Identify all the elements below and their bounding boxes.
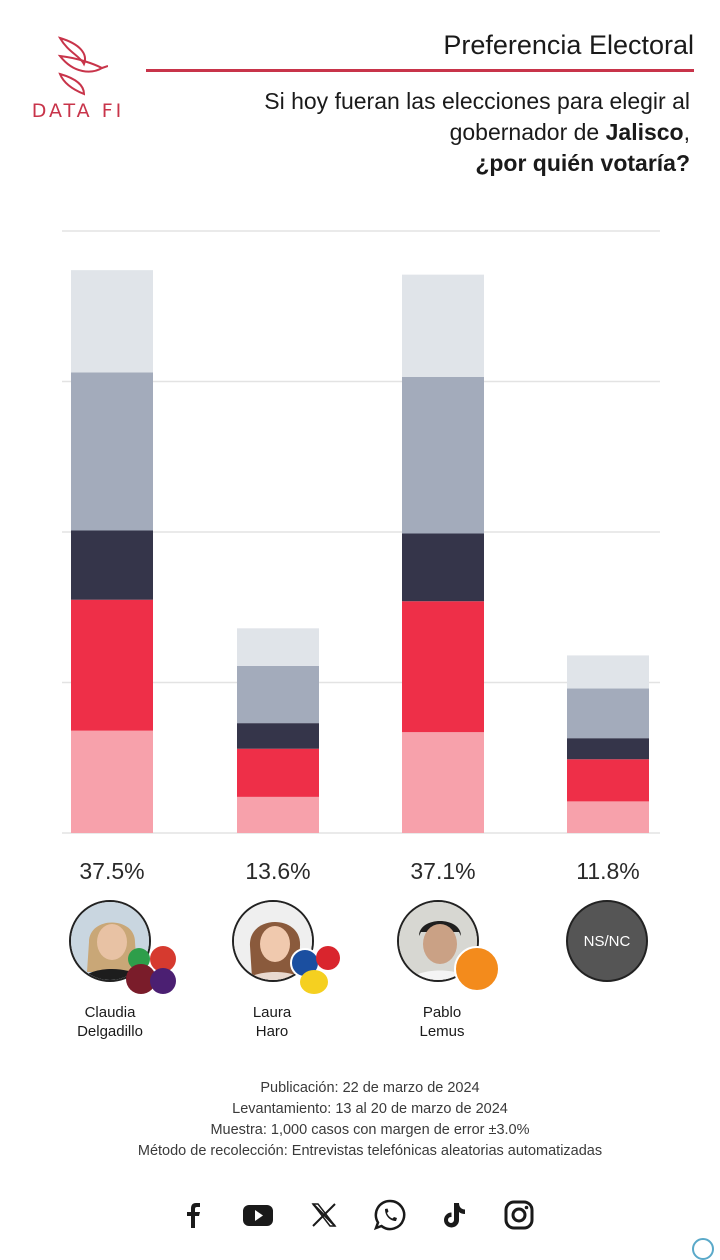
avatar-nsnc: NS/NC <box>566 900 648 982</box>
bar-segment-pablo-3 <box>402 533 484 602</box>
party-badge-mc <box>454 946 500 992</box>
accessibility-icon[interactable] <box>692 1238 714 1260</box>
bar-segment-pablo-5 <box>402 274 484 377</box>
bar-segment-claudia-1 <box>71 730 153 833</box>
question-ask: ¿por quién votaría? <box>475 150 690 176</box>
candidate-first: Claudia <box>84 1004 136 1021</box>
stacked-bar-chart <box>62 230 660 834</box>
candidate-last: Haro <box>255 1023 289 1040</box>
bar-segment-pablo-2 <box>402 601 484 733</box>
bar-segment-laura-5 <box>237 628 319 666</box>
bar-segment-claudia-2 <box>71 599 153 731</box>
brand-logo: DATA FI <box>28 34 128 124</box>
total-label-nsnc: 11.8% <box>576 858 640 884</box>
header-divider <box>146 69 694 72</box>
bar-segment-pablo-1 <box>402 732 484 833</box>
footer-publicacion: Publicación: 22 de marzo de 2024 <box>260 1080 480 1096</box>
candidate-name-claudia: Claudia Delgadillo <box>40 1003 180 1041</box>
footer-muestra: Muestra: 1,000 casos con margen de error… <box>210 1122 530 1138</box>
candidate-name-laura: Laura Haro <box>202 1003 342 1041</box>
bar-segment-laura-3 <box>237 723 319 749</box>
question-state: Jalisco <box>605 119 684 145</box>
bar-segment-nsnc-5 <box>567 655 649 689</box>
bar-segment-claudia-4 <box>71 372 153 531</box>
bar-segment-claudia-3 <box>71 530 153 600</box>
x-icon[interactable] <box>307 1198 341 1232</box>
avatar-laura <box>232 900 314 982</box>
candidate-first: Laura <box>252 1004 292 1021</box>
candidate-last: Delgadillo <box>77 1023 143 1040</box>
question-text: Si hoy fueran las elecciones para elegir… <box>264 88 690 145</box>
party-badge-hxj <box>150 968 176 994</box>
party-badge-pri <box>316 946 340 970</box>
bar-segment-nsnc-2 <box>567 759 649 802</box>
candidate-last: Lemus <box>419 1023 465 1040</box>
bar-segment-nsnc-1 <box>567 801 649 833</box>
bar-segment-nsnc-4 <box>567 688 649 739</box>
total-label-laura: 13.6% <box>245 858 311 884</box>
total-label-pablo: 37.1% <box>410 858 476 884</box>
bar-segment-pablo-4 <box>402 376 484 534</box>
bar-segment-laura-4 <box>237 665 319 724</box>
candidate-first: Pablo <box>422 1004 462 1021</box>
total-label-claudia: 37.5% <box>79 858 145 884</box>
page-title: Preferencia Electoral <box>443 30 694 60</box>
survey-question: Si hoy fueran las elecciones para elegir… <box>220 86 690 179</box>
bar-segment-nsnc-3 <box>567 738 649 760</box>
footer-levantamiento: Levantamiento: 13 al 20 de marzo de 2024 <box>232 1101 508 1117</box>
bar-segment-claudia-5 <box>71 270 153 373</box>
candidate-name-pablo: Pablo Lemus <box>372 1003 512 1041</box>
instagram-icon[interactable] <box>502 1198 536 1232</box>
party-badge-prd <box>300 970 328 994</box>
facebook-icon[interactable] <box>176 1198 210 1232</box>
tiktok-icon[interactable] <box>438 1198 472 1232</box>
youtube-icon[interactable] <box>241 1198 275 1232</box>
bar-segment-laura-1 <box>237 796 319 833</box>
lotus-logo-icon <box>57 36 108 96</box>
footer-metodo: Método de recolección: Entrevistas telef… <box>137 1143 603 1159</box>
party-badge-pt <box>150 946 176 972</box>
whatsapp-icon[interactable] <box>373 1198 407 1232</box>
bar-segment-laura-2 <box>237 748 319 797</box>
logo-text: DATA FI <box>31 100 125 122</box>
question-comma: , <box>683 119 690 145</box>
person-icon <box>234 902 312 980</box>
